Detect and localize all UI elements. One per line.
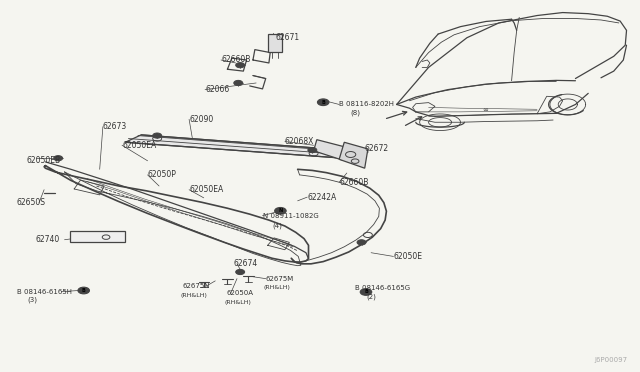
Text: (8): (8) [350, 110, 360, 116]
Polygon shape [314, 140, 346, 160]
Text: (3): (3) [28, 297, 38, 304]
Text: B: B [321, 100, 325, 105]
Text: 62660B: 62660B [339, 178, 369, 187]
Text: 62068X: 62068X [285, 137, 314, 146]
Circle shape [317, 99, 329, 106]
Circle shape [78, 287, 90, 294]
Text: 62090: 62090 [189, 115, 213, 124]
Text: ∞: ∞ [482, 107, 488, 113]
Text: 62660B: 62660B [221, 55, 250, 64]
Text: 62740: 62740 [36, 235, 60, 244]
Text: 62050P: 62050P [148, 170, 177, 179]
Circle shape [308, 147, 317, 153]
Text: B: B [364, 289, 368, 295]
Text: 62050EA: 62050EA [189, 185, 223, 194]
Text: 62675N: 62675N [182, 283, 210, 289]
Text: 62650S: 62650S [17, 198, 45, 207]
Text: B 08146-6165G: B 08146-6165G [355, 285, 410, 291]
Text: 62675M: 62675M [266, 276, 294, 282]
Polygon shape [268, 34, 282, 52]
Text: 62050E: 62050E [394, 252, 422, 261]
Circle shape [153, 133, 162, 138]
Text: B: B [82, 288, 86, 293]
Text: 62673: 62673 [103, 122, 127, 131]
Circle shape [357, 240, 366, 245]
Text: N: N [278, 208, 282, 213]
Circle shape [236, 269, 244, 275]
Polygon shape [125, 135, 368, 159]
Text: (RH&LH): (RH&LH) [264, 285, 291, 291]
Text: (2): (2) [366, 293, 376, 300]
Circle shape [236, 62, 244, 68]
Text: 62050EB: 62050EB [26, 155, 60, 164]
Text: 62674: 62674 [234, 259, 258, 268]
Text: 62242A: 62242A [307, 193, 337, 202]
Text: 62050A: 62050A [226, 291, 253, 296]
Text: (RH&LH): (RH&LH) [224, 300, 251, 305]
Text: B 08146-6165H: B 08146-6165H [17, 289, 72, 295]
Text: N 08911-1082G: N 08911-1082G [262, 213, 318, 219]
Circle shape [234, 80, 243, 86]
Text: B 08116-8202H: B 08116-8202H [339, 102, 394, 108]
Text: (4): (4) [272, 222, 282, 229]
Text: 62066: 62066 [205, 85, 229, 94]
Circle shape [54, 155, 63, 161]
Text: 62050EA: 62050EA [122, 141, 156, 150]
Text: (RH&LH): (RH&LH) [180, 293, 207, 298]
Text: J6P00097: J6P00097 [595, 357, 628, 363]
Text: 62672: 62672 [365, 144, 389, 153]
Circle shape [275, 208, 286, 214]
Polygon shape [339, 142, 368, 168]
Circle shape [360, 289, 372, 295]
Polygon shape [70, 231, 125, 242]
Text: 62671: 62671 [275, 33, 300, 42]
